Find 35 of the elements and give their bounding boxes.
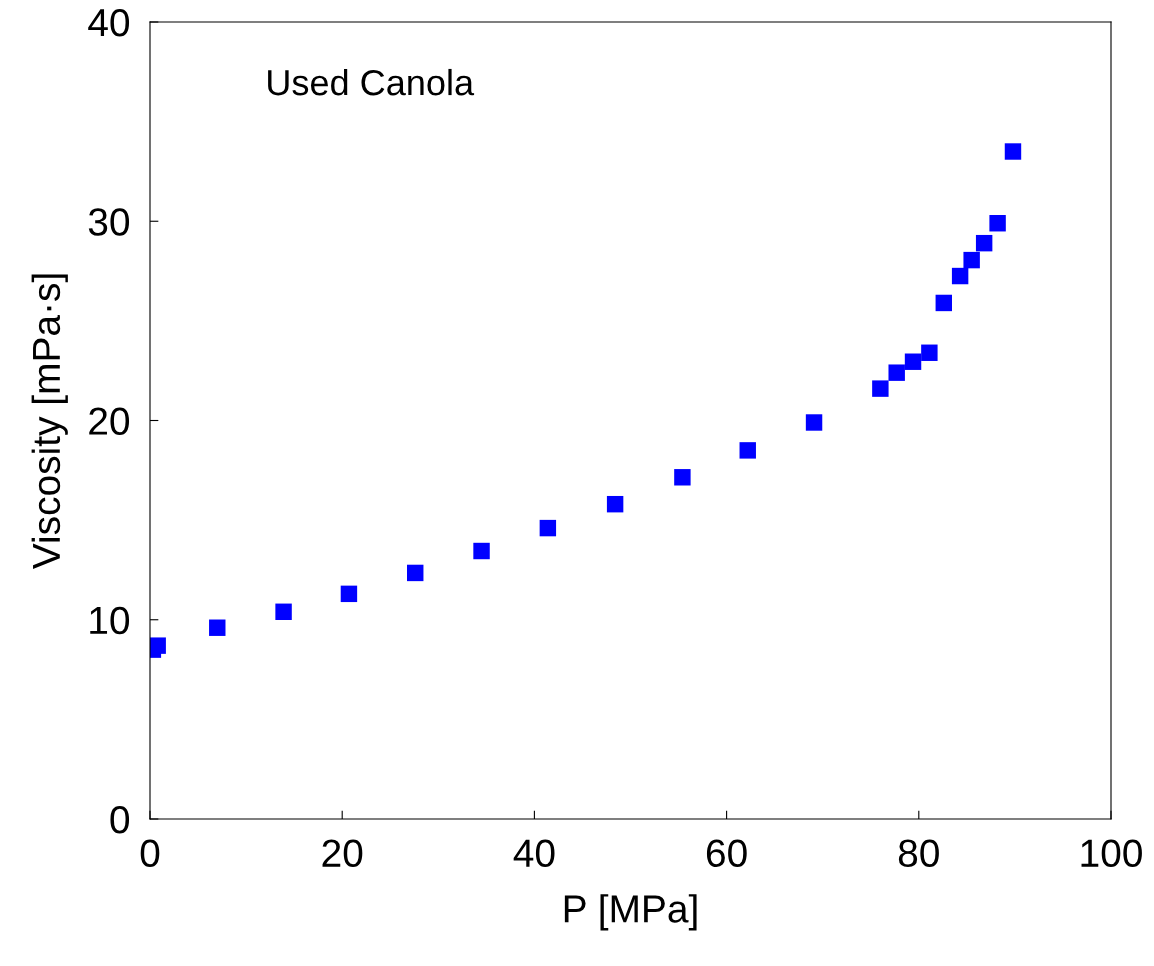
point	[606, 495, 624, 513]
point	[674, 469, 691, 486]
x-tick-label: 60	[706, 839, 747, 868]
point	[539, 519, 557, 537]
y-tick-label: 30	[88, 208, 130, 236]
x-tick-label: 40	[513, 839, 555, 868]
point	[951, 267, 969, 285]
point	[904, 353, 922, 370]
point	[975, 234, 993, 252]
point	[888, 364, 905, 381]
point	[340, 585, 358, 603]
x-tick-label: 20	[322, 839, 363, 868]
x-axis-title: P [MPa]	[564, 894, 697, 931]
y-tick-label: 10	[90, 606, 130, 635]
point	[473, 542, 490, 560]
y-axis-title: Viscosity [mPa·s]	[31, 274, 68, 570]
point	[921, 344, 938, 361]
point	[150, 637, 166, 654]
y-tick-label: 20	[89, 407, 130, 435]
point	[963, 251, 980, 269]
point	[209, 619, 226, 636]
point	[407, 564, 424, 582]
point	[872, 380, 889, 397]
point	[935, 294, 952, 312]
y-tick-label: 40	[88, 8, 130, 37]
y-tick-label: 0	[110, 805, 130, 834]
point	[275, 603, 292, 620]
x-tick-label: 0	[140, 839, 160, 868]
point	[989, 215, 1006, 232]
annotation: Used Canola	[268, 68, 475, 96]
point	[805, 414, 823, 431]
x-tick-label: 80	[898, 839, 939, 868]
point	[1004, 143, 1022, 160]
point	[739, 442, 756, 459]
x-tick-label: 100	[1081, 839, 1142, 868]
